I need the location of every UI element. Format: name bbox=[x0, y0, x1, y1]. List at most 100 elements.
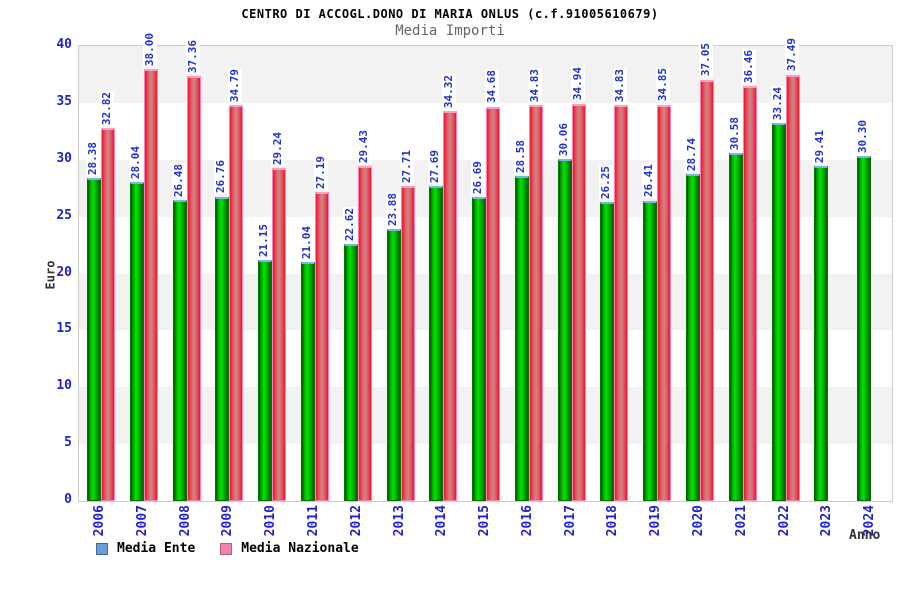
bar-media-ente-2008 bbox=[173, 199, 187, 501]
bar-media-ente-2007 bbox=[130, 182, 144, 501]
bar-media-nazionale-2007 bbox=[144, 68, 158, 501]
chart-subtitle: Media Importi bbox=[395, 23, 505, 39]
bar-value-label: 29.41 bbox=[813, 129, 827, 165]
x-tick-label-2016: 2016 bbox=[520, 505, 535, 537]
bar-value-label: 30.58 bbox=[728, 116, 742, 152]
y-tick-label: 15 bbox=[56, 321, 72, 337]
bar-value-label: 37.05 bbox=[699, 42, 713, 78]
bar-value-label: 21.15 bbox=[257, 223, 271, 259]
x-tick-label-2021: 2021 bbox=[734, 505, 749, 537]
legend-label-media-ente: Media Ente bbox=[117, 541, 196, 556]
x-tick-label-2012: 2012 bbox=[349, 505, 364, 537]
bar-media-nazionale-2022 bbox=[786, 74, 800, 501]
bar-media-ente-2012 bbox=[344, 243, 358, 501]
bar-media-ente-2019 bbox=[643, 200, 657, 501]
bar-media-nazionale-2013 bbox=[401, 185, 415, 501]
x-axis-title: Anno bbox=[849, 528, 881, 543]
bar-value-label: 28.38 bbox=[86, 141, 100, 177]
bar-value-label: 30.06 bbox=[557, 121, 571, 158]
bar-value-label: 27.69 bbox=[428, 148, 442, 185]
x-tick-label-2007: 2007 bbox=[135, 505, 150, 537]
bar-media-ente-2023 bbox=[814, 166, 828, 501]
x-tick-label-2011: 2011 bbox=[306, 505, 321, 537]
y-tick-label: 40 bbox=[56, 37, 72, 52]
bar-media-ente-2022 bbox=[772, 122, 786, 501]
bar-media-nazionale-2019 bbox=[657, 104, 671, 501]
bar-media-nazionale-2021 bbox=[743, 86, 757, 501]
x-tick-label-2017: 2017 bbox=[563, 505, 578, 537]
bar-media-nazionale-2010 bbox=[272, 168, 286, 501]
bar-value-label: 32.82 bbox=[100, 90, 114, 126]
bar-media-ente-2013 bbox=[387, 229, 401, 501]
x-tick-label-2019: 2019 bbox=[648, 505, 663, 537]
bar-media-nazionale-2009 bbox=[229, 105, 243, 501]
bar-media-nazionale-2008 bbox=[187, 76, 201, 501]
bar-media-nazionale-2020 bbox=[700, 79, 714, 501]
bar-media-ente-2021 bbox=[729, 153, 743, 501]
bar-value-label: 28.58 bbox=[514, 138, 528, 174]
bar-value-label: 34.83 bbox=[613, 67, 627, 103]
bar-media-nazionale-2012 bbox=[358, 166, 372, 501]
bar-media-ente-2011 bbox=[301, 261, 315, 501]
legend-label-media-nazionale: Media Nazionale bbox=[241, 541, 359, 556]
bar-value-label: 26.41 bbox=[642, 163, 656, 199]
chart-title: CENTRO DI ACCOGL.DONO DI MARIA ONLUS (c.… bbox=[241, 7, 659, 21]
x-tick-label-2018: 2018 bbox=[605, 505, 620, 537]
bar-value-label: 29.43 bbox=[357, 129, 371, 165]
y-tick-label: 25 bbox=[56, 207, 72, 223]
legend: Media Ente Media Nazionale bbox=[96, 541, 375, 556]
bar-media-nazionale-2011 bbox=[315, 191, 329, 501]
bar-value-label: 30.30 bbox=[856, 119, 870, 155]
bar-media-nazionale-2018 bbox=[614, 104, 628, 501]
x-tick-label-2006: 2006 bbox=[92, 505, 107, 537]
bar-value-label: 34.68 bbox=[485, 69, 499, 105]
y-tick-label: 10 bbox=[56, 378, 72, 394]
bar-media-ente-2016 bbox=[515, 175, 529, 501]
bar-value-label: 21.04 bbox=[300, 224, 314, 260]
bar-value-label: 26.76 bbox=[214, 159, 228, 195]
bar-value-label: 27.71 bbox=[400, 148, 414, 184]
bar-value-label: 38.00 bbox=[143, 31, 157, 67]
bar-media-ente-2017 bbox=[558, 159, 572, 501]
x-tick-label-2023: 2023 bbox=[819, 505, 834, 537]
bar-media-ente-2009 bbox=[215, 196, 229, 501]
bar-media-nazionale-2016 bbox=[529, 104, 543, 501]
legend-swatch-media-nazionale bbox=[220, 542, 233, 555]
bar-value-label: 34.94 bbox=[571, 66, 585, 102]
bar-media-nazionale-2017 bbox=[572, 103, 586, 501]
bar-value-label: 34.83 bbox=[528, 67, 542, 103]
x-tick-label-2015: 2015 bbox=[477, 505, 492, 537]
bar-value-label: 23.88 bbox=[386, 192, 400, 228]
x-tick-label-2014: 2014 bbox=[434, 505, 449, 537]
bar-value-label: 34.32 bbox=[442, 73, 456, 109]
bar-value-label: 26.25 bbox=[599, 165, 613, 201]
bar-value-label: 34.85 bbox=[656, 67, 670, 103]
bar-value-label: 26.69 bbox=[471, 160, 485, 196]
bar-value-label: 26.48 bbox=[172, 162, 186, 198]
bar-media-ente-2014 bbox=[429, 186, 443, 501]
bar-value-label: 33.24 bbox=[771, 85, 785, 121]
bar-value-label: 22.62 bbox=[343, 206, 357, 242]
y-tick-label: 35 bbox=[56, 93, 72, 109]
bar-media-nazionale-2015 bbox=[486, 106, 500, 501]
bar-media-ente-2020 bbox=[686, 174, 700, 501]
bar-media-ente-2015 bbox=[472, 197, 486, 501]
y-tick-label: 0 bbox=[64, 492, 72, 507]
y-tick-label: 30 bbox=[56, 150, 72, 166]
bar-value-label: 37.36 bbox=[186, 38, 200, 75]
bar-value-label: 37.49 bbox=[785, 37, 799, 73]
x-tick-label-2013: 2013 bbox=[392, 505, 407, 537]
x-tick-label-2009: 2009 bbox=[220, 505, 235, 537]
bar-value-label: 34.79 bbox=[228, 68, 242, 104]
bar-value-label: 36.46 bbox=[742, 49, 756, 85]
legend-swatch-media-ente bbox=[96, 542, 108, 555]
bar-value-label: 28.74 bbox=[685, 136, 699, 173]
plot-area: 28.38 32.82 28.04 38.00 26.48 37.36 26.76 34.79… bbox=[78, 31, 893, 502]
y-tick-label: 5 bbox=[64, 435, 72, 451]
bar-value-label: 28.04 bbox=[129, 144, 143, 181]
bar-media-ente-2018 bbox=[600, 202, 614, 501]
x-tick-label-2008: 2008 bbox=[178, 505, 193, 537]
bar-media-ente-2006 bbox=[87, 178, 101, 501]
bar-value-label: 27.19 bbox=[314, 154, 328, 190]
